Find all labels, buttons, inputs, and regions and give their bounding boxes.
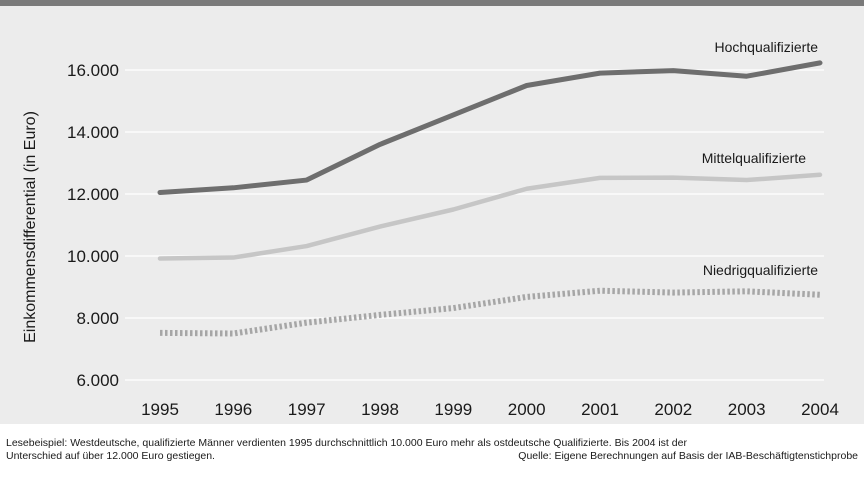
- series-label: Hochqualifizierte: [715, 39, 819, 55]
- x-tick-label: 1998: [361, 400, 399, 419]
- source-note: Quelle: Eigene Berechnungen auf Basis de…: [518, 450, 858, 462]
- caption-line-2: Unterschied auf über 12.000 Euro gestieg…: [6, 450, 215, 462]
- caption: Lesebeispiel: Westdeutsche, qualifiziert…: [6, 437, 858, 463]
- x-tick-label: 1999: [434, 400, 472, 419]
- top-rule: [0, 0, 864, 6]
- x-tick-labels: 1995 1996 1997 1998 1999 2000 2001 2002 2003 2004: [141, 400, 839, 419]
- series-labels: Hochqualifizierte Mittelqualifizierte Nied…: [702, 39, 818, 278]
- x-tick-label: 1995: [141, 400, 179, 419]
- y-tick-label: 6.000: [76, 371, 119, 390]
- x-tick-label: 1997: [288, 400, 326, 419]
- y-tick-label: 8.000: [76, 309, 119, 328]
- y-tick-label: 10.000: [67, 247, 119, 266]
- gridlines: [125, 69, 824, 381]
- x-tick-label: 2002: [654, 400, 692, 419]
- y-tick-label: 12.000: [67, 185, 119, 204]
- x-tick-label: 2001: [581, 400, 619, 419]
- series-line: [157, 172, 823, 261]
- y-tick-labels: 6.000 8.000 10.000 12.000 14.000 16.000: [67, 61, 119, 390]
- y-tick-label: 14.000: [67, 123, 119, 142]
- series-label: Mittelqualifizierte: [702, 150, 806, 166]
- series-line: [157, 60, 823, 195]
- caption-line-1: Lesebeispiel: Westdeutsche, qualifiziert…: [6, 437, 687, 449]
- y-tick-label: 16.000: [67, 61, 119, 80]
- x-tick-label: 2004: [801, 400, 839, 419]
- x-tick-label: 2000: [508, 400, 546, 419]
- y-axis-label: Einkommensdifferential (in Euro): [22, 111, 39, 343]
- series-lines: [157, 60, 823, 337]
- series-line: [159, 287, 821, 337]
- x-tick-label: 2003: [728, 400, 766, 419]
- x-tick-label: 1996: [214, 400, 252, 419]
- series-label: Niedrigqualifizierte: [703, 262, 818, 278]
